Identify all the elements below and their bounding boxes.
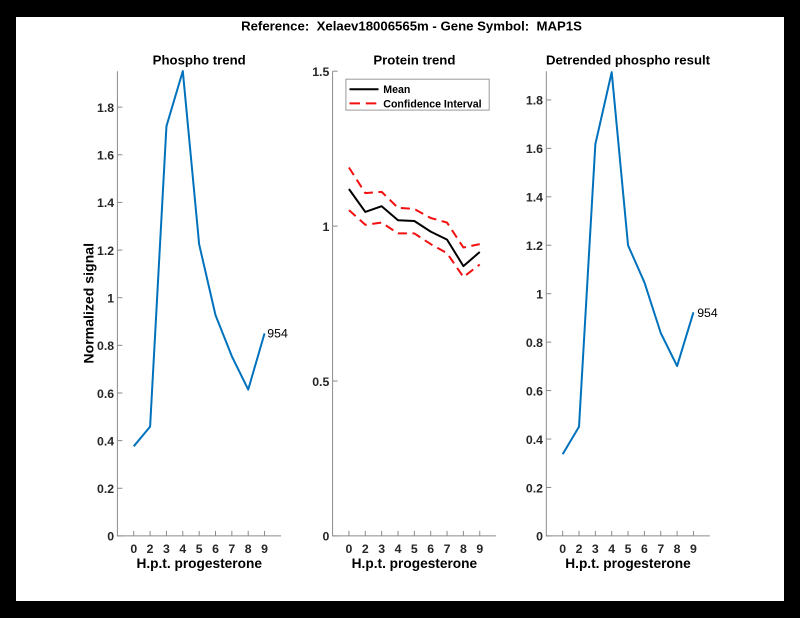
- svg-text:2: 2: [362, 542, 369, 556]
- svg-text:1.8: 1.8: [526, 94, 543, 108]
- svg-text:H.p.t. progesterone: H.p.t. progesterone: [136, 556, 262, 571]
- svg-text:6: 6: [212, 542, 219, 556]
- svg-text:1.2: 1.2: [526, 239, 543, 253]
- svg-text:0: 0: [346, 542, 353, 556]
- svg-text:954: 954: [697, 306, 718, 320]
- svg-text:0.4: 0.4: [526, 433, 543, 447]
- svg-text:1.8: 1.8: [97, 101, 114, 115]
- svg-text:0.5: 0.5: [312, 375, 329, 389]
- svg-text:3: 3: [592, 542, 599, 556]
- svg-text:1.4: 1.4: [97, 196, 114, 210]
- svg-text:8: 8: [674, 542, 681, 556]
- svg-text:1.5: 1.5: [312, 65, 329, 79]
- svg-text:954: 954: [267, 327, 288, 341]
- svg-text:5: 5: [625, 542, 632, 556]
- svg-text:5: 5: [196, 542, 203, 556]
- svg-text:0.6: 0.6: [526, 384, 543, 398]
- svg-text:3: 3: [163, 542, 170, 556]
- svg-text:3: 3: [378, 542, 385, 556]
- svg-text:4: 4: [179, 542, 186, 556]
- svg-text:1.2: 1.2: [97, 244, 114, 258]
- svg-text:Protein trend: Protein trend: [373, 53, 455, 68]
- svg-text:5: 5: [411, 542, 418, 556]
- svg-text:1: 1: [322, 220, 329, 234]
- svg-text:2: 2: [576, 542, 583, 556]
- svg-text:Phospho trend: Phospho trend: [153, 53, 246, 68]
- svg-text:0: 0: [536, 530, 543, 544]
- svg-text:2: 2: [147, 542, 154, 556]
- svg-text:0.8: 0.8: [526, 336, 543, 350]
- svg-text:7: 7: [444, 542, 451, 556]
- svg-text:0.2: 0.2: [526, 481, 543, 495]
- svg-text:9: 9: [261, 542, 268, 556]
- svg-text:0: 0: [107, 530, 114, 544]
- svg-text:6: 6: [641, 542, 648, 556]
- svg-text:Normalized signal: Normalized signal: [80, 243, 96, 364]
- svg-text:0.6: 0.6: [97, 387, 114, 401]
- svg-text:7: 7: [228, 542, 235, 556]
- svg-text:1: 1: [536, 288, 543, 302]
- svg-text:1.6: 1.6: [97, 149, 114, 163]
- svg-text:6: 6: [427, 542, 434, 556]
- svg-text:9: 9: [476, 542, 483, 556]
- svg-text:9: 9: [690, 542, 697, 556]
- svg-text:H.p.t. progesterone: H.p.t. progesterone: [565, 556, 691, 571]
- svg-text:Mean: Mean: [383, 84, 410, 96]
- svg-text:1: 1: [107, 292, 114, 306]
- svg-text:H.p.t. progesterone: H.p.t. progesterone: [352, 556, 478, 571]
- svg-text:0.8: 0.8: [97, 339, 114, 353]
- svg-text:Reference: Xelaev18006565m -: Reference: Xelaev18006565m - Gene Symbol…: [241, 18, 582, 33]
- svg-text:0.4: 0.4: [97, 434, 114, 448]
- svg-text:0: 0: [322, 530, 329, 544]
- svg-text:8: 8: [460, 542, 467, 556]
- svg-text:1.6: 1.6: [526, 142, 543, 156]
- svg-text:4: 4: [608, 542, 615, 556]
- svg-text:4: 4: [395, 542, 402, 556]
- svg-text:Detrended phospho result: Detrended phospho result: [546, 53, 711, 68]
- svg-text:0: 0: [130, 542, 137, 556]
- svg-text:Confidence Interval: Confidence Interval: [383, 98, 481, 110]
- svg-text:0.2: 0.2: [97, 482, 114, 496]
- svg-text:0: 0: [559, 542, 566, 556]
- svg-text:7: 7: [657, 542, 664, 556]
- svg-text:1.4: 1.4: [526, 191, 543, 205]
- svg-text:8: 8: [245, 542, 252, 556]
